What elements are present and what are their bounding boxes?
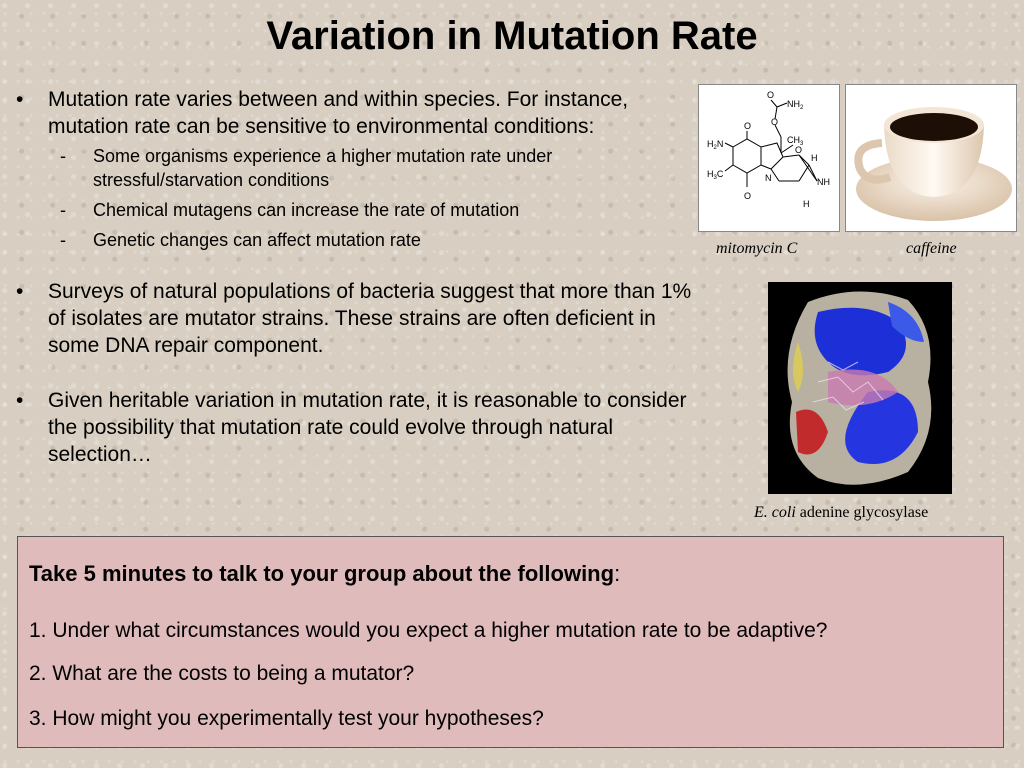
protein-surface-icon xyxy=(787,291,932,485)
svg-text:NH: NH xyxy=(817,177,830,187)
adenine-glycosylase-structure-image xyxy=(768,282,952,494)
discussion-question-1: 1. Under what circumstances would you ex… xyxy=(29,619,828,642)
svg-text:O: O xyxy=(771,117,778,127)
mitomycin-structure-image: O NH2 O CH3 O O H2N H3C O N H NH H xyxy=(698,84,840,232)
coffee-cup-icon xyxy=(854,107,1012,221)
caffeine-coffee-image xyxy=(845,84,1017,232)
sub-bullet-list: Some organisms experience a higher mutat… xyxy=(48,144,704,252)
bullet-mutator-surveys: Surveys of natural populations of bacter… xyxy=(14,278,704,359)
svg-text:H2N: H2N xyxy=(707,139,723,151)
discussion-question-2: 2. What are the costs to being a mutator… xyxy=(29,662,415,685)
caffeine-caption: caffeine xyxy=(906,240,957,257)
svg-text:CH3: CH3 xyxy=(787,135,804,147)
discussion-panel: Take 5 minutes to talk to your group abo… xyxy=(17,536,1004,748)
svg-text:H3C: H3C xyxy=(707,169,724,181)
svg-text:H: H xyxy=(811,153,818,163)
bullet-text: Mutation rate varies between and within … xyxy=(48,88,629,138)
sub-bullet-genetic: Genetic changes can affect mutation rate xyxy=(48,228,704,252)
adenine-glycosylase-caption: E. coli adenine glycosylase xyxy=(754,504,929,521)
bullet-natural-selection: Given heritable variation in mutation ra… xyxy=(14,387,704,468)
bullet-list: Mutation rate varies between and within … xyxy=(14,86,704,468)
slide-title: Variation in Mutation Rate xyxy=(266,14,758,58)
svg-text:O: O xyxy=(795,145,802,155)
bullet-mutation-rate-variation: Mutation rate varies between and within … xyxy=(14,86,704,252)
svg-text:H: H xyxy=(803,199,810,209)
mitomycin-caption: mitomycin C xyxy=(716,240,798,257)
svg-text:O: O xyxy=(744,191,751,201)
svg-text:O: O xyxy=(767,90,774,100)
discussion-heading: Take 5 minutes to talk to your group abo… xyxy=(29,561,621,586)
sub-bullet-mutagens: Chemical mutagens can increase the rate … xyxy=(48,198,704,222)
discussion-question-3: 3. How might you experimentally test you… xyxy=(29,707,544,730)
svg-text:N: N xyxy=(765,173,772,183)
svg-text:NH2: NH2 xyxy=(787,99,804,111)
sub-bullet-stress: Some organisms experience a higher mutat… xyxy=(48,144,704,192)
svg-text:O: O xyxy=(744,121,751,131)
chemical-structure-icon: O NH2 O CH3 O O H2N H3C O N H NH H xyxy=(707,90,830,209)
